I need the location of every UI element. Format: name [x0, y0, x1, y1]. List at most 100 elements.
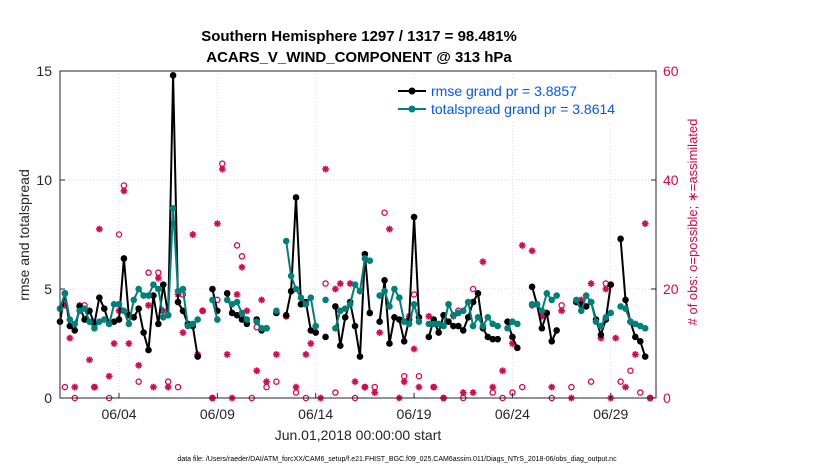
obs-possible-marker	[263, 383, 270, 391]
rmse-point	[100, 305, 108, 312]
obs-assimilated-marker	[469, 389, 477, 396]
rmse-point	[381, 276, 388, 284]
rmse-point	[459, 327, 467, 334]
totalspread-point	[336, 307, 344, 315]
totalspread-point	[582, 292, 590, 299]
rmse-point	[86, 307, 93, 315]
rmse-point	[332, 303, 339, 310]
totalspread-point	[110, 300, 118, 308]
obs-possible-marker	[115, 231, 123, 238]
obs-assimilated-marker	[263, 378, 270, 386]
obs-assimilated-marker	[459, 389, 467, 396]
y-tick-label: 10	[36, 172, 52, 188]
totalspread-point	[391, 285, 398, 293]
y-axis-label: rmse and totalspread	[16, 169, 32, 301]
obs-assimilated-marker	[179, 329, 187, 336]
rmse-point	[504, 318, 511, 326]
obs-possible-marker	[371, 383, 378, 391]
rmse-point	[450, 322, 457, 330]
rmse-point	[538, 324, 546, 332]
totalspread-point	[282, 237, 290, 245]
obs-possible-marker	[332, 389, 339, 396]
totalspread-point	[302, 300, 310, 308]
totalspread-point	[548, 296, 556, 304]
rmse-point	[96, 294, 103, 302]
obs-possible-marker	[238, 253, 246, 260]
legend-rmse-label: rmse grand pr = 3.8857	[431, 83, 577, 99]
rmse-point	[455, 322, 462, 330]
obs-possible-marker	[518, 383, 526, 391]
totalspread-point	[228, 300, 236, 308]
obs-assimilated-marker	[307, 340, 315, 347]
rmse-point	[179, 307, 187, 315]
totalspread-point	[292, 285, 300, 293]
y-axis-right-label: # of obs: o=possible; ∗=assimilated	[685, 119, 700, 326]
totalspread-point	[194, 316, 201, 323]
totalspread-point	[543, 290, 551, 297]
totalspread-point	[435, 320, 442, 328]
rmse-point	[509, 333, 516, 341]
totalspread-point	[440, 322, 447, 330]
totalspread-point	[174, 287, 182, 295]
totalspread-point	[509, 318, 516, 326]
totalspread-point	[71, 320, 79, 328]
rmse-point	[514, 344, 521, 352]
obs-assimilated-marker	[86, 356, 93, 364]
totalspread-point	[243, 316, 251, 323]
x-tick-label: 06/04	[101, 406, 136, 422]
totalspread-point	[597, 322, 605, 330]
rmse-point	[287, 287, 295, 295]
y-axis-right-ticks: 0 20 40 60	[651, 63, 679, 406]
rmse-point	[223, 290, 231, 297]
legend-spread-label: totalspread grand pr = 3.8614	[431, 101, 615, 117]
rmse-point	[445, 318, 452, 326]
obs-assimilated-marker	[91, 383, 98, 391]
legend-rmse-marker	[408, 87, 416, 95]
totalspread-point	[445, 300, 452, 308]
totalspread-point	[159, 314, 167, 321]
totalspread-point	[115, 300, 123, 308]
rmse-point	[597, 331, 605, 339]
obs-assimilated-marker	[479, 258, 487, 266]
rmse-point	[307, 327, 315, 334]
obs-assimilated-marker	[587, 280, 595, 287]
x-axis-label: Jun.01,2018 00:00:00 start	[275, 427, 442, 443]
totalspread-point	[553, 292, 560, 299]
obs-possible-marker	[568, 383, 575, 391]
obs-assimilated-marker	[400, 378, 408, 386]
obs-assimilated-marker	[150, 383, 157, 391]
obs-possible-marker	[587, 378, 595, 385]
obs-possible-marker	[322, 280, 329, 287]
rmse-point	[386, 340, 393, 347]
x-tick-label: 06/14	[298, 406, 333, 422]
totalspread-point	[238, 309, 246, 317]
totalspread-point	[415, 318, 423, 326]
totalspread-point	[150, 281, 157, 288]
obs-possible-marker	[489, 389, 496, 396]
obs-assimilated-marker	[238, 263, 246, 271]
obs-possible-marker	[410, 291, 418, 298]
obs-assimilated-marker	[415, 383, 423, 391]
obs-assimilated-marker	[351, 378, 359, 386]
totalspread-point	[366, 257, 374, 264]
obs-assimilated-marker	[154, 274, 162, 282]
rmse-point	[425, 333, 433, 341]
obs-assimilated-marker	[622, 383, 629, 391]
rmse-point	[400, 338, 408, 345]
rmse-point	[376, 318, 383, 326]
totalspread-point	[76, 307, 83, 315]
totalspread-point	[430, 320, 438, 328]
obs-assimilated-marker	[430, 383, 438, 391]
rmse-point	[396, 316, 403, 323]
rmse-point	[489, 335, 497, 343]
totalspread-point	[528, 300, 536, 308]
obs-possible-marker	[61, 383, 69, 391]
totalspread-point	[332, 324, 339, 332]
obs-assimilated-marker	[499, 367, 506, 375]
rmse-point	[607, 281, 615, 288]
x-axis-ticks: 06/04 06/09 06/14 06/19 06/24 06/29	[101, 393, 628, 422]
rmse-point	[543, 309, 551, 317]
totalspread-point	[400, 318, 408, 326]
totalspread-point	[86, 318, 93, 326]
obs-assimilated-marker	[489, 383, 497, 391]
